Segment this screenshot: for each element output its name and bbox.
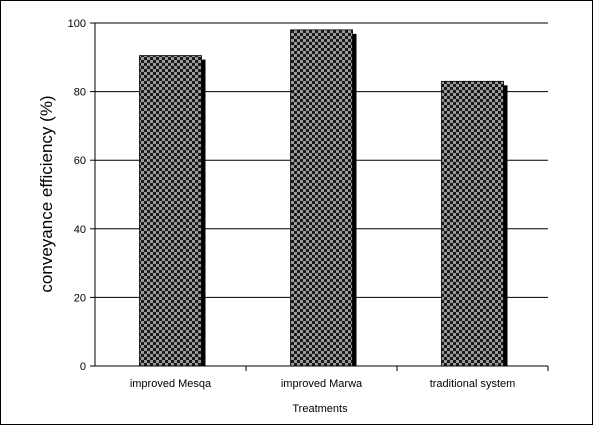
x-categories: improved Mesqa improved Marwa traditional … <box>130 378 515 390</box>
x-category-label: traditional system <box>430 378 516 390</box>
x-axis-title: Treatments <box>292 403 348 415</box>
y-tick-label: 40 <box>74 224 86 236</box>
bar-improved-mesqa <box>139 55 202 367</box>
x-category-label: improved Marwa <box>281 378 363 390</box>
bar-traditional-system <box>441 80 504 367</box>
y-tick-label: 100 <box>68 18 86 30</box>
y-ticks: 0 20 40 60 80 100 <box>68 18 95 373</box>
y-tick-label: 60 <box>74 155 86 167</box>
y-tick-label: 0 <box>80 361 86 373</box>
x-category-label: improved Mesqa <box>130 378 212 390</box>
bars <box>139 29 508 367</box>
axes <box>94 23 549 371</box>
bar-improved-marwa <box>290 29 353 367</box>
y-axis-title: conveyance efficiency (%) <box>37 95 56 292</box>
y-tick-label: 80 <box>74 87 86 99</box>
y-tick-label: 20 <box>74 292 86 304</box>
